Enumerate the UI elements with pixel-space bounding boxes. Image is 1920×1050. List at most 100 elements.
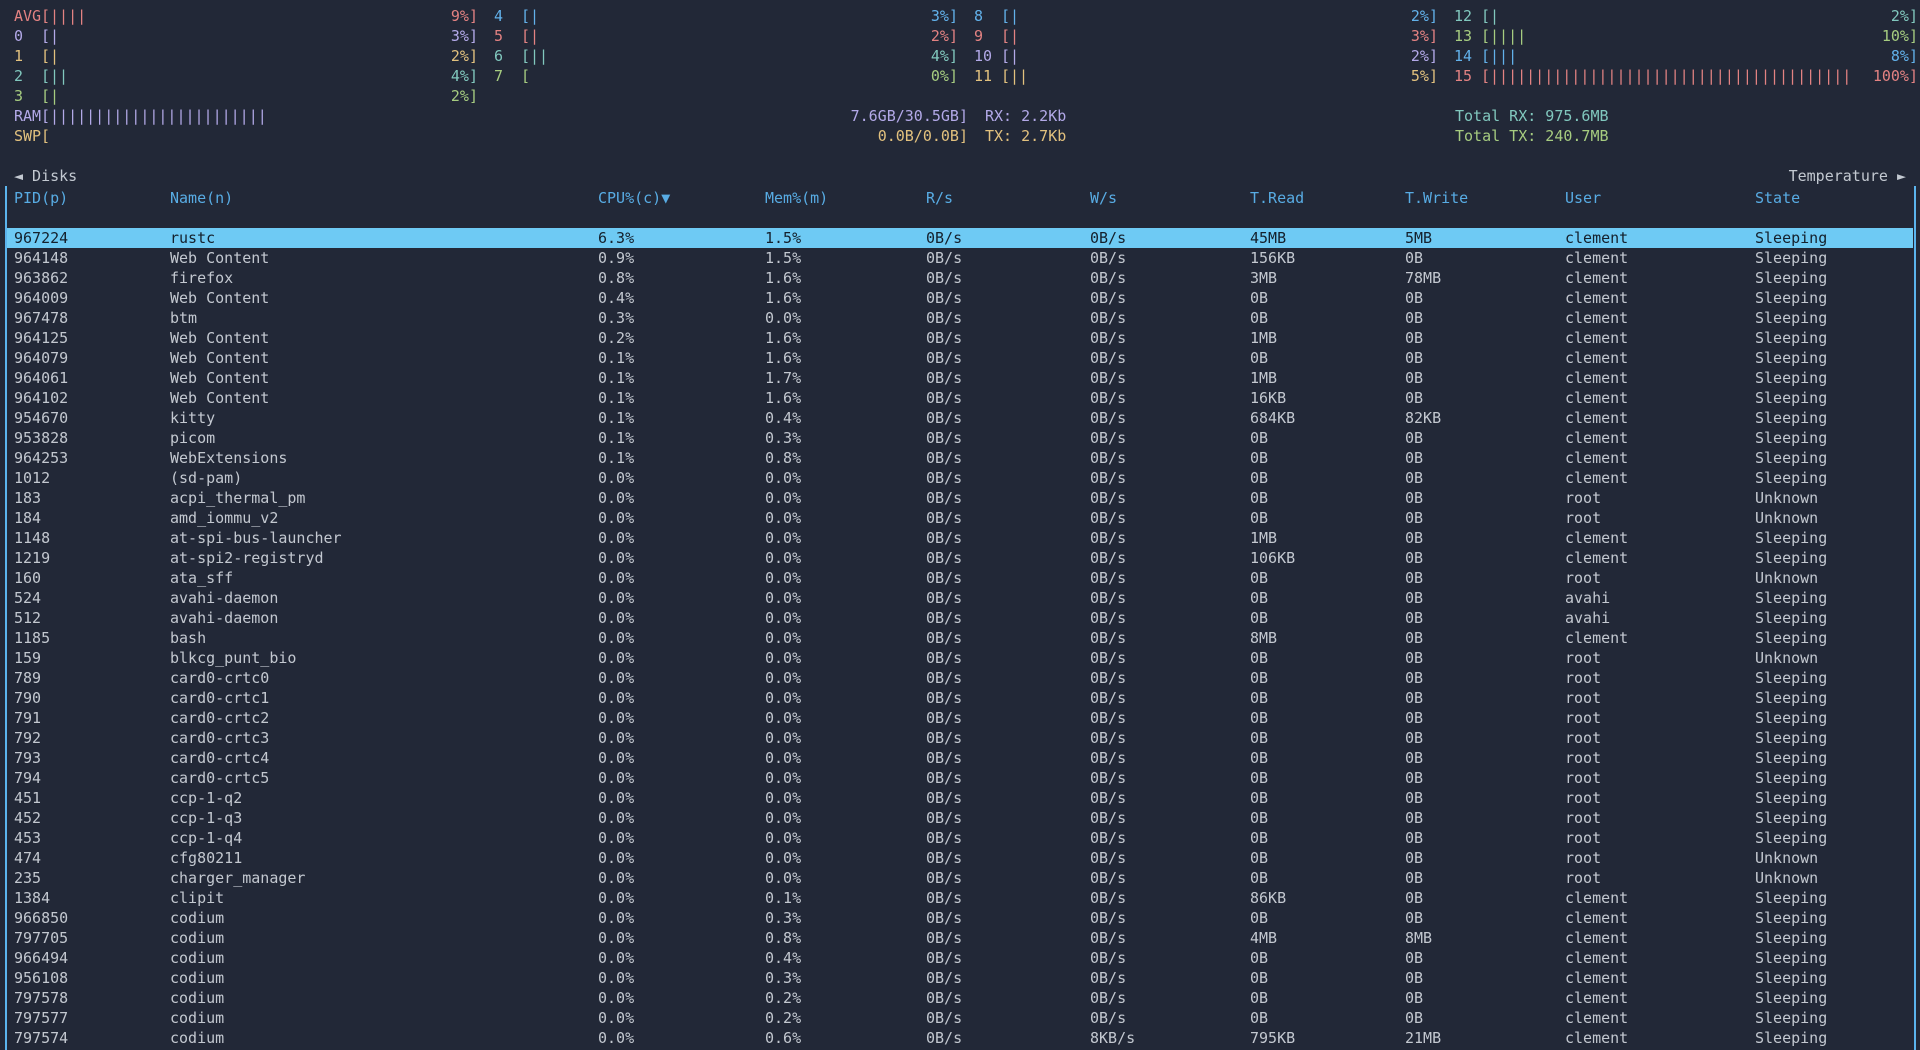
- gauge-bar: |: [530, 27, 540, 45]
- table-row[interactable]: 474 cfg80211 0.0% 0.0% 0B/s 0B/s 0B 0B root Unkno…: [7, 848, 1913, 868]
- cell: amd_iommu_v2: [170, 509, 279, 527]
- network-total-tx: Total TX: 240.7MB: [1455, 127, 1609, 145]
- table-row[interactable]: 967224 rustc 6.3% 1.5% 0B/s 0B/s 45MB 5MB clemen…: [7, 228, 1913, 248]
- table-row[interactable]: 1148 at-spi-bus-launcher 0.0% 0.0% 0B/s 0B/s 1…: [7, 528, 1913, 548]
- table-row[interactable]: 954670 kitty 0.1% 0.4% 0B/s 0B/s 684KB 82KB clem…: [7, 408, 1913, 428]
- column-header-r-s[interactable]: R/s: [926, 189, 954, 207]
- table-row[interactable]: 791 card0-crtc2 0.0% 0.0% 0B/s 0B/s 0B 0B root Sl…: [7, 708, 1913, 728]
- cell: 0B/s: [926, 689, 963, 707]
- cell: 1.6%: [765, 329, 802, 347]
- cell: 0.0%: [598, 909, 635, 927]
- table-row[interactable]: 451 ccp-1-q2 0.0% 0.0% 0B/s 0B/s 0B 0B root Sleep…: [7, 788, 1913, 808]
- column-header-t-read[interactable]: T.Read: [1250, 189, 1305, 207]
- table-row[interactable]: 956108 codium 0.0% 0.3% 0B/s 0B/s 0B 0B clement S…: [7, 968, 1913, 988]
- cell: 0B/s: [926, 849, 963, 867]
- table-row[interactable]: 453 ccp-1-q4 0.0% 0.0% 0B/s 0B/s 0B 0B root Sleep…: [7, 828, 1913, 848]
- cell: 0B/s: [926, 269, 963, 287]
- table-row[interactable]: 797578 codium 0.0% 0.2% 0B/s 0B/s 0B 0B clement S…: [7, 988, 1913, 1008]
- cell: clement: [1565, 229, 1629, 247]
- table-row[interactable]: 964253 WebExtensions 0.1% 0.8% 0B/s 0B/s 0B 0B c…: [7, 448, 1913, 468]
- table-row[interactable]: 1012 (sd-pam) 0.0% 0.0% 0B/s 0B/s 0B 0B clement S…: [7, 468, 1913, 488]
- gauge-bracket-close: ]: [958, 107, 968, 125]
- table-row[interactable]: 794 card0-crtc5 0.0% 0.0% 0B/s 0B/s 0B 0B root Sl…: [7, 768, 1913, 788]
- table-row[interactable]: 966850 codium 0.0% 0.3% 0B/s 0B/s 0B 0B clement S…: [7, 908, 1913, 928]
- table-row[interactable]: 512 avahi-daemon 0.0% 0.0% 0B/s 0B/s 0B 0B avahi…: [7, 608, 1913, 628]
- table-row[interactable]: 964079 Web Content 0.1% 1.6% 0B/s 0B/s 0B 0B cle…: [7, 348, 1913, 368]
- cell: card0-crtc2: [170, 709, 270, 727]
- cell: Sleeping: [1755, 769, 1828, 787]
- table-row[interactable]: 159 blkcg_punt_bio 0.0% 0.0% 0B/s 0B/s 0B 0B roo…: [7, 648, 1913, 668]
- cell: 963862: [14, 269, 69, 287]
- column-header-t-write[interactable]: T.Write: [1405, 189, 1469, 207]
- cell: acpi_thermal_pm: [170, 489, 306, 507]
- column-header-cpu-c-[interactable]: CPU%(c)▼: [598, 189, 671, 207]
- table-row[interactable]: 183 acpi_thermal_pm 0.0% 0.0% 0B/s 0B/s 0B 0B ro…: [7, 488, 1913, 508]
- table-row[interactable]: 797574 codium 0.0% 0.6% 0B/s 8KB/s 795KB 21MB cl…: [7, 1028, 1913, 1048]
- table-row[interactable]: 793 card0-crtc4 0.0% 0.0% 0B/s 0B/s 0B 0B root Sl…: [7, 748, 1913, 768]
- column-header-state[interactable]: State: [1755, 189, 1801, 207]
- table-row[interactable]: 964148 Web Content 0.9% 1.5% 0B/s 0B/s 156KB 0B…: [7, 248, 1913, 268]
- cell: 0B/s: [1090, 409, 1127, 427]
- column-header-name-n-[interactable]: Name(n): [170, 189, 234, 207]
- cell: 21MB: [1405, 1029, 1442, 1047]
- cell: 0.0%: [598, 929, 635, 947]
- table-row[interactable]: 235 charger_manager 0.0% 0.0% 0B/s 0B/s 0B 0B ro…: [7, 868, 1913, 888]
- gauge-bracket-open: [: [1481, 47, 1491, 65]
- column-header-pid-p-[interactable]: PID(p): [14, 189, 69, 207]
- cell: 0.8%: [765, 449, 802, 467]
- table-row[interactable]: 797577 codium 0.0% 0.2% 0B/s 0B/s 0B 0B clement S…: [7, 1008, 1913, 1028]
- table-row[interactable]: 1185 bash 0.0% 0.0% 0B/s 0B/s 8MB 0B clement Slee…: [7, 628, 1913, 648]
- cell: codium: [170, 909, 225, 927]
- cell: 0B/s: [1090, 849, 1127, 867]
- process-table-header: PID(p) Name(n) CPU%(c)▼ Mem%(m) R/s W/s T.Read…: [7, 188, 1913, 208]
- cell: Sleeping: [1755, 1029, 1828, 1047]
- column-header-user[interactable]: User: [1565, 189, 1602, 207]
- table-row[interactable]: 1219 at-spi2-registryd 0.0% 0.0% 0B/s 0B/s 106…: [7, 548, 1913, 568]
- table-row[interactable]: 452 ccp-1-q3 0.0% 0.0% 0B/s 0B/s 0B 0B root Sleep…: [7, 808, 1913, 828]
- cell: 0B/s: [1090, 669, 1127, 687]
- table-row[interactable]: 1384 clipit 0.0% 0.1% 0B/s 0B/s 86KB 0B clement S…: [7, 888, 1913, 908]
- table-row[interactable]: 964009 Web Content 0.4% 1.6% 0B/s 0B/s 0B 0B cle…: [7, 288, 1913, 308]
- cell: 0B/s: [926, 409, 963, 427]
- network-widget[interactable]: RX: 2.2Kb TX: 2.7Kb: [985, 106, 1066, 146]
- table-row[interactable]: 964102 Web Content 0.1% 1.6% 0B/s 0B/s 16KB 0B c…: [7, 388, 1913, 408]
- column-header-mem-m-[interactable]: Mem%(m): [765, 189, 829, 207]
- column-header-w-s[interactable]: W/s: [1090, 189, 1118, 207]
- table-row[interactable]: 792 card0-crtc3 0.0% 0.0% 0B/s 0B/s 0B 0B root Sl…: [7, 728, 1913, 748]
- cell: 0B/s: [926, 869, 963, 887]
- table-row[interactable]: 184 amd_iommu_v2 0.0% 0.0% 0B/s 0B/s 0B 0B root U…: [7, 508, 1913, 528]
- cell: 0B: [1250, 1009, 1269, 1027]
- cell: 0B: [1405, 349, 1424, 367]
- cell: 0.0%: [598, 589, 635, 607]
- cell: 78MB: [1405, 269, 1442, 287]
- cell: 967224: [14, 229, 69, 247]
- cell: 0.1%: [598, 389, 635, 407]
- cell: clement: [1565, 529, 1629, 547]
- cell: Web Content: [170, 369, 270, 387]
- cell: avahi: [1565, 609, 1611, 627]
- table-row[interactable]: 964125 Web Content 0.2% 1.6% 0B/s 0B/s 1MB 0B cl…: [7, 328, 1913, 348]
- cell: 1.6%: [765, 289, 802, 307]
- table-row[interactable]: 790 card0-crtc1 0.0% 0.0% 0B/s 0B/s 0B 0B root Sl…: [7, 688, 1913, 708]
- cell: clement: [1565, 929, 1629, 947]
- gauge-bracket-open: [: [1481, 27, 1491, 45]
- table-row[interactable]: 966494 codium 0.0% 0.4% 0B/s 0B/s 0B 0B clement S…: [7, 948, 1913, 968]
- table-row[interactable]: 160 ata_sff 0.0% 0.0% 0B/s 0B/s 0B 0B root Unknow…: [7, 568, 1913, 588]
- table-row[interactable]: 797705 codium 0.0% 0.8% 0B/s 0B/s 4MB 8MB clemen…: [7, 928, 1913, 948]
- tab-temperature[interactable]: Temperature ►: [1788, 167, 1906, 185]
- cell: 792: [14, 729, 42, 747]
- cell: 790: [14, 689, 42, 707]
- memory-widget[interactable]: RAM[|||||||||||||||||||||||| 7.6GB/30.5GB…: [14, 106, 968, 146]
- table-row[interactable]: 964061 Web Content 0.1% 1.7% 0B/s 0B/s 1MB 0B cl…: [7, 368, 1913, 388]
- table-row[interactable]: 524 avahi-daemon 0.0% 0.0% 0B/s 0B/s 0B 0B avahi…: [7, 588, 1913, 608]
- table-row[interactable]: 963862 firefox 0.8% 1.6% 0B/s 0B/s 3MB 78MB clem…: [7, 268, 1913, 288]
- cell: 797705: [14, 929, 69, 947]
- table-row[interactable]: 967478 btm 0.3% 0.0% 0B/s 0B/s 0B 0B clement Slee…: [7, 308, 1913, 328]
- tab-disks[interactable]: ◄ Disks: [14, 167, 78, 185]
- cell: Sleeping: [1755, 989, 1828, 1007]
- cell: 0.1%: [598, 429, 635, 447]
- cell: 0B: [1405, 249, 1424, 267]
- table-row[interactable]: 789 card0-crtc0 0.0% 0.0% 0B/s 0B/s 0B 0B root Sl…: [7, 668, 1913, 688]
- cpu-widget[interactable]: AVG[|||| 9%] 0[| 3%] 1[| 2%] 2[|| 4%] 3[| 2%] 4[| 3…: [14, 6, 1918, 106]
- table-row[interactable]: 953828 picom 0.1% 0.3% 0B/s 0B/s 0B 0B clement Sl…: [7, 428, 1913, 448]
